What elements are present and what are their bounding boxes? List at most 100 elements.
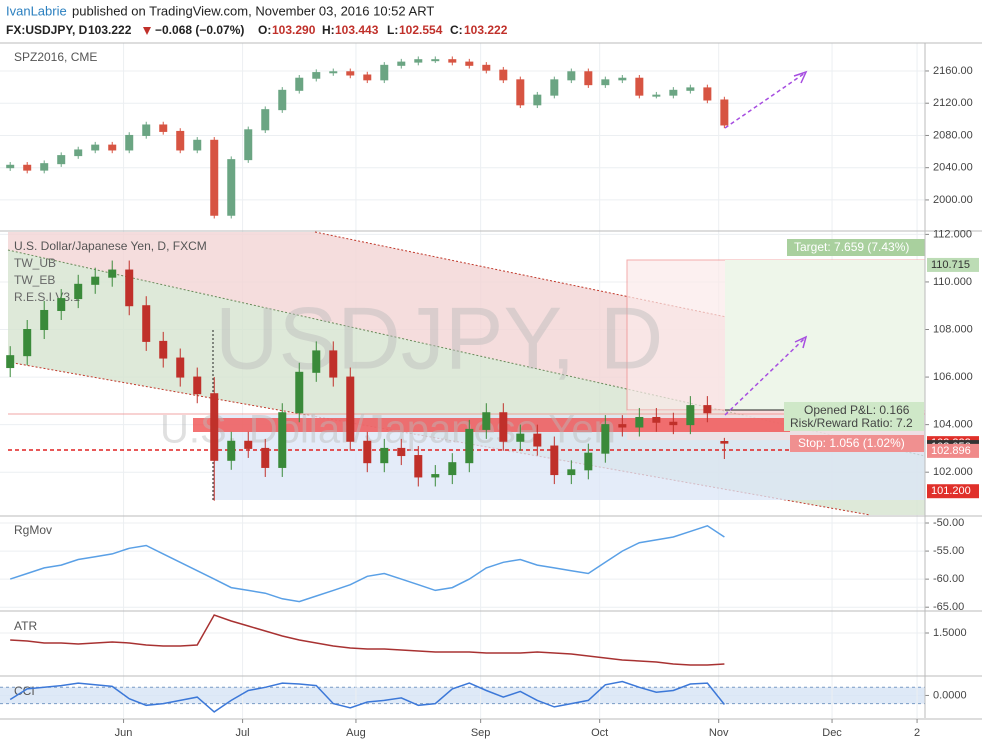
change: −0.068 (−0.07%) bbox=[155, 23, 244, 37]
candle-body bbox=[448, 462, 457, 476]
candle-body bbox=[414, 59, 423, 63]
last-price: 103.222 bbox=[88, 23, 132, 37]
candle-body bbox=[601, 424, 610, 454]
candle-body bbox=[482, 412, 491, 430]
candle-body bbox=[380, 64, 389, 81]
candle-body bbox=[618, 424, 627, 428]
candle-body bbox=[329, 350, 338, 378]
price-tag-label: 101.200 bbox=[931, 485, 971, 497]
drawings: Target: 7.659 (7.43%) Opened P&L: 0.166 … bbox=[7, 70, 926, 516]
pnl-box bbox=[784, 402, 924, 431]
candle-body bbox=[278, 412, 287, 468]
candle-body bbox=[312, 350, 321, 373]
x-tick-label: Sep bbox=[471, 727, 491, 739]
price-tag bbox=[927, 484, 979, 499]
y-tick-label: 1.5000 bbox=[933, 627, 967, 639]
candle-body bbox=[720, 99, 729, 126]
candle-body bbox=[176, 357, 185, 378]
y-tick-label: 2160.00 bbox=[933, 65, 973, 77]
panel-title: RgMov bbox=[14, 523, 52, 537]
y-tick-label: 102.000 bbox=[933, 466, 973, 478]
y-tick-label: 112.000 bbox=[933, 228, 972, 240]
x-tick-label: 2 bbox=[914, 727, 920, 739]
y-tick-label: 106.000 bbox=[933, 371, 973, 383]
candle-body bbox=[567, 469, 576, 476]
candle-body bbox=[57, 298, 66, 311]
candle-body bbox=[465, 61, 474, 66]
candle-body bbox=[669, 89, 678, 96]
close: 103.222 bbox=[464, 23, 508, 37]
candle-body bbox=[91, 144, 100, 151]
candle-body bbox=[176, 130, 185, 151]
candle-body bbox=[278, 89, 287, 111]
candle-body bbox=[261, 109, 270, 131]
candle-body bbox=[227, 440, 236, 461]
candle-body bbox=[584, 452, 593, 471]
x-tick-label: Jun bbox=[115, 727, 133, 739]
panel-title: SPZ2016, CME bbox=[14, 50, 97, 64]
y-tick-label: -50.00 bbox=[933, 517, 964, 529]
candle-body bbox=[431, 59, 440, 62]
candle-body bbox=[363, 440, 372, 464]
y-tick-label: 0.0000 bbox=[933, 689, 967, 701]
y-tick-label: 104.000 bbox=[933, 419, 973, 431]
candle-body bbox=[516, 79, 525, 106]
candle-body bbox=[635, 416, 644, 428]
candle-body bbox=[601, 79, 610, 86]
y-tick-label: 2040.00 bbox=[933, 162, 973, 174]
y-tick-label: -55.00 bbox=[933, 545, 964, 557]
target-box bbox=[787, 239, 925, 256]
y-tick-label: 2000.00 bbox=[933, 194, 973, 206]
y-tick-label: -65.00 bbox=[933, 601, 964, 613]
candle-body bbox=[227, 159, 236, 216]
candle-body bbox=[159, 340, 168, 359]
indicator-line bbox=[9, 524, 725, 603]
candle-body bbox=[686, 405, 695, 426]
candle-body bbox=[74, 283, 83, 300]
y-tick-label: 108.000 bbox=[933, 323, 973, 335]
candle-body bbox=[261, 447, 270, 468]
open: 103.290 bbox=[272, 23, 316, 37]
projection-arrow bbox=[724, 72, 806, 129]
candle-body bbox=[686, 87, 695, 91]
candle-body bbox=[652, 94, 661, 97]
candle-body bbox=[346, 376, 355, 442]
low: 102.554 bbox=[399, 23, 443, 37]
candle-body bbox=[499, 69, 508, 81]
indicator-name: TW_UB bbox=[14, 256, 56, 270]
x-tick-label: Jul bbox=[236, 727, 250, 739]
candle-body bbox=[482, 64, 491, 71]
candle-body bbox=[193, 376, 202, 395]
x-tick-label: Oct bbox=[591, 727, 608, 739]
candle-body bbox=[159, 124, 168, 132]
arrow-head bbox=[793, 70, 808, 84]
indicator-line bbox=[9, 680, 725, 713]
candle-body bbox=[23, 164, 32, 171]
candle-body bbox=[125, 269, 134, 307]
candle-body bbox=[295, 77, 304, 91]
ratio-label: Risk/Reward Ratio: 7.2 bbox=[790, 416, 913, 430]
price-tag-label: 102.896 bbox=[931, 445, 971, 457]
c-label: C: bbox=[450, 23, 463, 37]
x-tick-label: Nov bbox=[709, 727, 729, 739]
published: published on TradingView.com, November 0… bbox=[72, 3, 434, 18]
candle-body bbox=[363, 74, 372, 81]
candle-body bbox=[516, 433, 525, 442]
candle-body bbox=[312, 72, 321, 79]
pnl-label: Opened P&L: 0.166 bbox=[804, 403, 910, 417]
y-tick-label: 2120.00 bbox=[933, 97, 973, 109]
candle-body bbox=[142, 305, 151, 342]
candle-body bbox=[244, 440, 253, 449]
y-tick-label: -60.00 bbox=[933, 573, 964, 585]
candle-body bbox=[584, 71, 593, 86]
candle-body bbox=[91, 276, 100, 285]
indicator-line bbox=[10, 614, 725, 666]
candle-body bbox=[40, 163, 49, 171]
watermark: USDJPY, D bbox=[215, 288, 663, 387]
candle-body bbox=[125, 134, 134, 151]
candle-body bbox=[40, 309, 49, 331]
candle-body bbox=[635, 77, 644, 96]
candle-body bbox=[431, 474, 440, 478]
author[interactable]: IvanLabrie bbox=[6, 3, 67, 18]
candle-body bbox=[244, 129, 253, 161]
